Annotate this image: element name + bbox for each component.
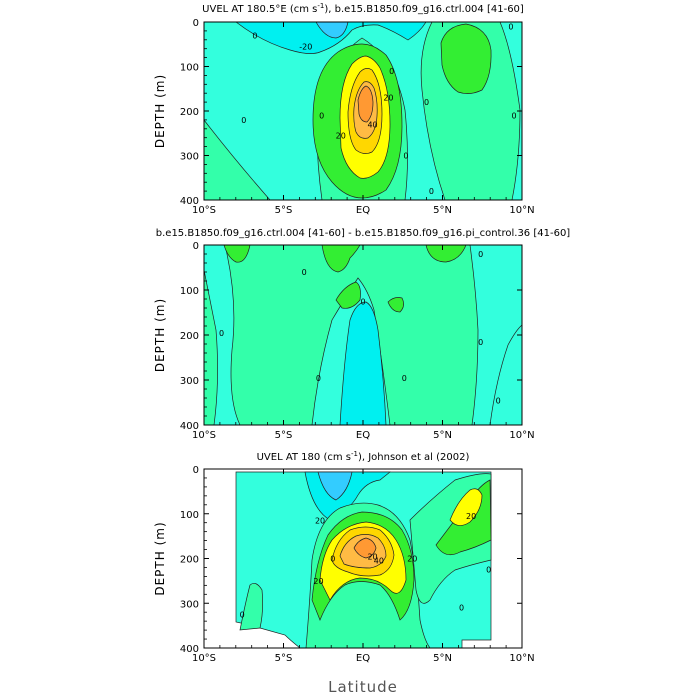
panel-1-contour-labels: 0 -20 0 0 0 20 40 20 0 0 0 0 0	[241, 22, 516, 196]
orange-core	[357, 85, 374, 123]
green-n	[321, 245, 361, 273]
x-tick-label: 5°S	[275, 430, 293, 441]
y-tick-label: 400	[180, 196, 199, 207]
contour-label: 20	[367, 552, 377, 561]
y-tick-label: 200	[180, 107, 199, 118]
contour-label: 20	[407, 555, 417, 564]
cyan-pale-east	[489, 324, 522, 425]
contour-label: 0	[240, 610, 245, 619]
contour-label: 0	[302, 268, 307, 277]
y-tick-label: 300	[180, 599, 199, 610]
x-tick-label: 10°N	[509, 653, 534, 664]
aqua-region	[224, 245, 479, 425]
contour-label: 20	[336, 131, 346, 140]
contour-label: 0	[402, 374, 407, 383]
contour-label: 0	[252, 31, 257, 40]
cyan-deep-region	[317, 471, 353, 501]
contour-label: 40	[374, 557, 384, 566]
aqua-sw	[239, 583, 264, 631]
contour-label: -20	[299, 42, 312, 51]
panel-2-axes: 10°S 5°S EQ 5°N 10°N 0 100 200 300 400 DEPTH (m)	[153, 241, 535, 441]
y-tick-label: 0	[193, 241, 199, 252]
x-tick-label: EQ	[356, 205, 370, 216]
panel-3: UVEL AT 180 (cm s-1), Johnson et al (200…	[153, 450, 535, 664]
cyan-deep-region	[315, 22, 349, 39]
x-tick-label: 5°N	[433, 205, 452, 216]
green-blob-east	[440, 23, 492, 94]
cyan-core	[339, 301, 387, 425]
contour-label: 0	[389, 67, 394, 76]
y-tick-label: 100	[180, 510, 199, 521]
green-ne	[425, 245, 467, 263]
contour-label: 40	[367, 120, 377, 129]
contour-label: 0	[512, 111, 517, 120]
contour-label: 0	[241, 116, 246, 125]
green-small	[387, 297, 404, 313]
contour-label: 0	[459, 604, 464, 613]
y-tick-label: 100	[180, 286, 199, 297]
panel-2: b.e15.B1850.f09_g16.ctrl.004 [41-60] - b…	[153, 228, 570, 441]
y-tick-label: 300	[180, 376, 199, 387]
x-axis-label: Latitude	[328, 678, 398, 696]
x-tick-label: 5°S	[275, 653, 293, 664]
contour-label: 0	[508, 22, 513, 31]
y-tick-label: 0	[193, 18, 199, 29]
contour-label: 0	[403, 152, 408, 161]
y-axis-label: DEPTH (m)	[153, 74, 167, 148]
green-nw	[223, 245, 251, 263]
contour-label: 0	[316, 374, 321, 383]
panel-2-contour-labels: 0 0 0 0 0 0 0 0	[219, 250, 501, 405]
contour-label: 0	[486, 566, 491, 575]
contour-label: 0	[429, 187, 434, 196]
y-tick-label: 400	[180, 421, 199, 432]
y-tick-label: 300	[180, 152, 199, 163]
contour-label: 20	[315, 516, 325, 525]
x-tick-label: 10°S	[192, 430, 216, 441]
y-axis-label: DEPTH (m)	[153, 521, 167, 595]
x-tick-label: EQ	[356, 430, 370, 441]
contour-label: 0	[360, 297, 365, 306]
contour-label: 0	[478, 250, 483, 259]
contour-label: 0	[330, 555, 335, 564]
x-tick-label: 10°N	[509, 205, 534, 216]
panel-1-title: UVEL AT 180.5°E (cm s-1), b.e15.B1850.f0…	[202, 2, 524, 15]
x-tick-label: 10°S	[192, 653, 216, 664]
contour-label: 0	[478, 338, 483, 347]
yellow-ne	[449, 488, 483, 526]
contour-label: 0	[319, 111, 324, 120]
contour-label: 20	[466, 512, 476, 521]
contour-label: 20	[313, 577, 323, 586]
panel-2-field: 0 0 0 0 0 0 0 0	[204, 245, 522, 425]
y-tick-label: 200	[180, 555, 199, 566]
panel-3-title: UVEL AT 180 (cm s-1), Johnson et al (200…	[257, 450, 470, 463]
contour-label: 20	[383, 94, 393, 103]
panel-2-title: b.e15.B1850.f09_g16.ctrl.004 [41-60] - b…	[156, 228, 571, 239]
x-tick-label: EQ	[356, 653, 370, 664]
y-axis-label: DEPTH (m)	[153, 298, 167, 372]
panel-1: UVEL AT 180.5°E (cm s-1), b.e15.B1850.f0…	[153, 2, 535, 216]
x-tick-label: 10°N	[509, 430, 534, 441]
x-tick-label: 5°S	[275, 205, 293, 216]
cyan-pale-east	[499, 22, 522, 200]
x-tick-label: 5°N	[433, 430, 452, 441]
panel-1-field: 0 -20 0 0 0 20 40 20 0 0 0 0 0	[204, 22, 522, 200]
cyan-region	[235, 22, 427, 54]
orange-core	[353, 537, 377, 559]
green-center	[335, 281, 361, 309]
x-tick-label: 5°N	[433, 653, 452, 664]
contour-label: 0	[424, 98, 429, 107]
x-tick-label: 10°S	[192, 205, 216, 216]
contour-label: 0	[496, 396, 501, 405]
y-tick-label: 100	[180, 63, 199, 74]
contour-label: 0	[219, 329, 224, 338]
y-tick-label: 200	[180, 331, 199, 342]
y-tick-label: 0	[193, 465, 199, 476]
y-tick-label: 400	[180, 644, 199, 655]
